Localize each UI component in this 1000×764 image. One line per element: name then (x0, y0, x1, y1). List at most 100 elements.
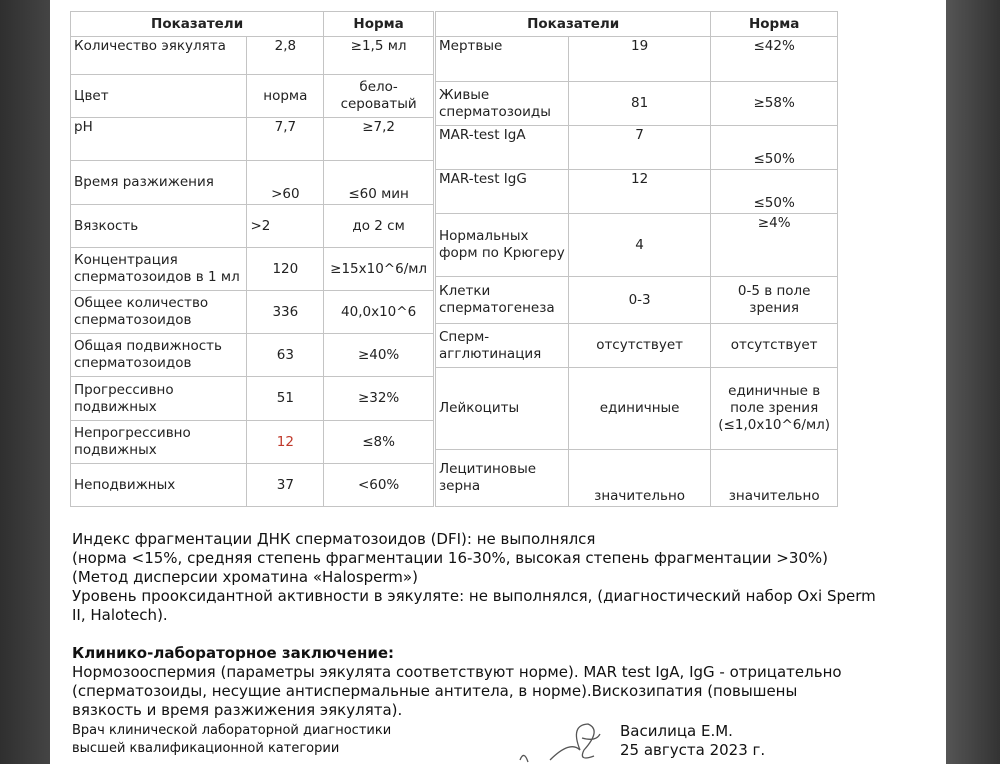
dfi-norm-note: (норма <15%, средняя степень фрагментаци… (72, 549, 829, 567)
table-row: Концентрация сперматозоидов в 1 мл 120 ≥15… (69, 247, 434, 291)
table-row: Мертвые 19 ≤42% (435, 36, 838, 82)
row-name: Сперм-агглютинация (435, 323, 569, 368)
conclusion-block: Клинико-лабораторное заключение: Нормозо… (72, 644, 852, 720)
table-row: Лецитиновые зерна значительно значительно (435, 449, 838, 507)
row-norm: ≤60 мин (323, 160, 434, 205)
row-norm: ≤8% (323, 420, 434, 464)
row-norm: 0-5 в поле зрения (710, 276, 838, 324)
table-row: Лейкоциты единичные единичные в поле зрени… (435, 367, 838, 450)
table-row: Общая подвижность сперматозоидов 63 ≥40% (69, 333, 434, 377)
table-row: pH 7,7 ≥7,2 (69, 117, 434, 161)
row-value: единичные (567, 367, 712, 450)
doctor-position: Врач клинической лабораторной диагностик… (72, 723, 392, 756)
row-value-abnormal: 12 (246, 420, 325, 464)
prooxidant-note: Уровень прооксидантной активности в эяку… (72, 587, 876, 624)
row-value: 51 (246, 376, 325, 421)
conclusion-title: Клинико-лабораторное заключение: (72, 644, 394, 662)
row-value: 7 (567, 125, 712, 170)
table-row: Вязкость >2 до 2 см (69, 204, 434, 248)
row-norm: ≤50% (710, 125, 838, 170)
row-norm: ≥7,2 (323, 117, 434, 161)
table-header: Показатели Норма (434, 11, 838, 37)
table-row: Клетки сперматогенеза 0-3 0-5 в поле зрени… (435, 276, 838, 324)
header-norm: Норма (323, 11, 434, 37)
row-name: Непрогрессивно подвижных (69, 420, 248, 464)
document-page: Показатели Норма Количество эякулята 2,8 ≥1… (50, 0, 946, 764)
row-value: 19 (567, 36, 712, 82)
row-name: Неподвижных (69, 463, 248, 507)
row-name: Цвет (69, 74, 248, 118)
row-value: 7,7 (246, 117, 325, 161)
row-value: 0-3 (567, 276, 712, 324)
row-name: Время разжижения (69, 160, 248, 205)
signature-image (519, 723, 601, 763)
results-table-right: Показатели Норма Мертвые 19 ≤42% Живые спер… (434, 11, 838, 507)
row-norm: ≥4% (710, 213, 838, 277)
header-norm: Норма (710, 11, 838, 37)
row-norm: отсутствует (710, 323, 838, 368)
row-norm: ≥32% (323, 376, 434, 421)
row-name: Общая подвижность сперматозоидов (69, 333, 248, 377)
row-value: 120 (246, 247, 325, 291)
table-row: MAR-test IgA 7 ≤50% (435, 125, 838, 170)
viewer-background-right (946, 0, 1000, 764)
row-name: Клетки сперматогенеза (435, 276, 569, 324)
row-value: 37 (246, 463, 325, 507)
header-indicators: Показатели (69, 11, 325, 37)
row-name: Общее количество сперматозоидов (69, 290, 248, 334)
row-value: значительно (567, 449, 712, 507)
table-row: Непрогрессивно подвижных 12 ≤8% (69, 420, 434, 464)
row-name: Концентрация сперматозоидов в 1 мл (69, 247, 248, 291)
header-indicators: Показатели (434, 11, 712, 37)
row-value: 4 (567, 213, 712, 277)
row-name: MAR-test IgA (435, 125, 569, 170)
row-value: 12 (567, 169, 712, 214)
row-name: Количество эякулята (69, 36, 248, 75)
row-value: норма (246, 74, 325, 118)
table-row: Прогрессивно подвижных 51 ≥32% (69, 376, 434, 421)
row-norm: ≥15x10^6/мл (323, 247, 434, 291)
table-row: Нормальных форм по Крюгеру 4 ≥4% (435, 213, 838, 277)
row-name: Мертвые (435, 36, 569, 82)
row-norm: ≤42% (710, 36, 838, 82)
row-name: Живые сперматозоиды (435, 81, 569, 126)
report-date: 25 августа 2023 г. (620, 741, 766, 759)
method-note: (Метод дисперсии хроматина «Halosperm») (72, 568, 418, 586)
row-name: Нормальных форм по Крюгеру (435, 213, 569, 277)
row-norm: бело-сероватый (323, 74, 434, 118)
row-name: Прогрессивно подвижных (69, 376, 248, 421)
table-header: Показатели Норма (69, 11, 434, 37)
table-row: Количество эякулята 2,8 ≥1,5 мл (69, 36, 434, 75)
row-value: 2,8 (246, 36, 325, 75)
table-row: Время разжижения >60 ≤60 мин (69, 160, 434, 205)
table-row: Сперм-агглютинация отсутствует отсутствует (435, 323, 838, 368)
row-norm: ≥1,5 мл (323, 36, 434, 75)
row-norm: до 2 см (323, 204, 434, 248)
row-norm: единичные в поле зрения (≤1,0x10^6/мл) (710, 367, 838, 450)
row-norm: ≥58% (710, 81, 838, 126)
row-name: Вязкость (69, 204, 248, 248)
row-value: отсутствует (567, 323, 712, 368)
notes-block: Индекс фрагментации ДНК сперматозоидов (… (72, 530, 882, 625)
row-value: 81 (567, 81, 712, 126)
row-norm: ≥40% (323, 333, 434, 377)
table-row: Общее количество сперматозоидов 336 40,0x1… (69, 290, 434, 334)
table-row: Цвет норма бело-сероватый (69, 74, 434, 118)
row-value: >60 (246, 160, 325, 205)
dfi-note: Индекс фрагментации ДНК сперматозоидов (… (72, 530, 596, 548)
row-norm: ≤50% (710, 169, 838, 214)
table-row: Неподвижных 37 <60% (69, 463, 434, 507)
row-name: pH (69, 117, 248, 161)
conclusion-text: Нормозооспермия (параметры эякулята соот… (72, 663, 842, 719)
row-norm: 40,0x10^6 (323, 290, 434, 334)
row-norm: значительно (710, 449, 838, 507)
table-row: MAR-test IgG 12 ≤50% (435, 169, 838, 214)
doctor-name: Василица Е.М. (620, 722, 733, 740)
signature-block: Василица Е.М. 25 августа 2023 г. (620, 722, 765, 760)
table-row: Живые сперматозоиды 81 ≥58% (435, 81, 838, 126)
row-name: MAR-test IgG (435, 169, 569, 214)
row-value: >2 (246, 204, 325, 248)
viewer-background-left (0, 0, 50, 764)
row-name: Лецитиновые зерна (435, 449, 569, 507)
row-name: Лейкоциты (435, 367, 569, 450)
